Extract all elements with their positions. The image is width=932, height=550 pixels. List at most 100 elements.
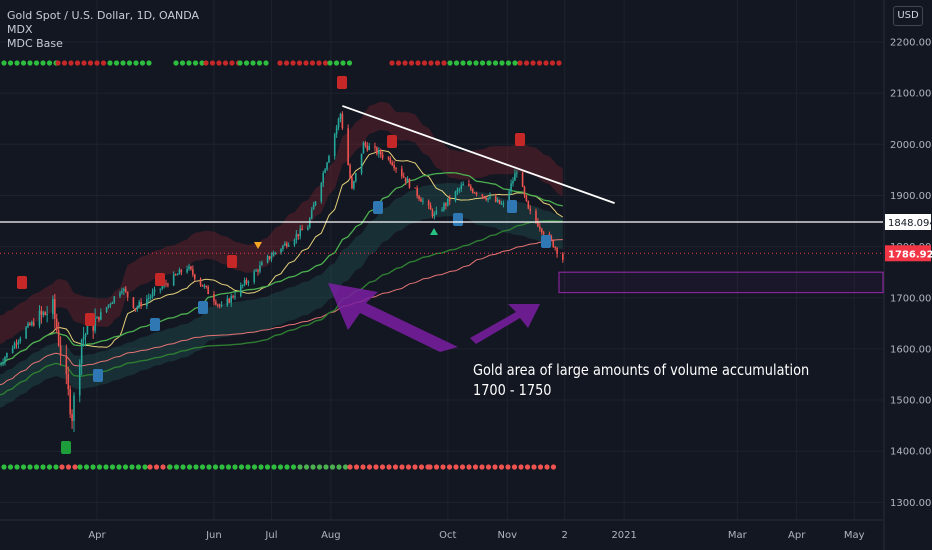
time-axis[interactable]: Apr Jun Jul Aug Oct Nov 2 2021 Mar Apr May: [0, 519, 883, 541]
sell-signal-marker: [155, 273, 165, 286]
time-tick-label: Jun: [205, 530, 222, 541]
candle-body: [297, 234, 300, 237]
candle-body: [57, 330, 60, 346]
trendline[interactable]: [342, 105, 615, 204]
candle-body: [29, 323, 31, 326]
bottom-dot: [90, 464, 96, 470]
top-dot: [14, 60, 20, 66]
top-dot: [139, 60, 146, 66]
bottom-dot: [109, 464, 116, 470]
candle-body: [172, 274, 175, 286]
bottom-dot: [316, 464, 323, 470]
candle-body: [489, 196, 491, 198]
candle-body: [322, 172, 325, 183]
top-dot: [120, 60, 126, 66]
top-dot: [460, 60, 466, 66]
price-tick-label: 1600.000: [890, 344, 932, 355]
bottom-dot: [271, 464, 277, 470]
candle-body: [247, 282, 250, 284]
top-dot: [94, 60, 100, 66]
candle-body: [261, 262, 263, 266]
candle-body: [25, 327, 27, 339]
top-dot: [415, 60, 421, 66]
resistance-price-label: 1848.094: [888, 218, 932, 229]
price-axis[interactable]: 1300.000 1400.000 1500.000 1600.000 1700.000…: [883, 0, 932, 550]
bottom-dot: [412, 464, 418, 470]
candle-body: [502, 203, 505, 205]
arrow-left[interactable]: [328, 283, 458, 352]
candle-body: [65, 355, 68, 375]
top-dot: [33, 60, 40, 66]
price-tick-label: 1300.000: [890, 498, 932, 509]
candle-body: [167, 284, 169, 286]
price-tick-label: 1900.000: [890, 191, 932, 202]
candle-body: [368, 146, 371, 150]
candle-body: [134, 308, 137, 310]
annotation-line-1: Gold area of large amounts of volume acc…: [473, 361, 810, 379]
time-tick-label: Oct: [439, 530, 456, 541]
sell-signal-marker: [17, 276, 27, 289]
candle-body: [473, 192, 476, 194]
current-price-tag[interactable]: [885, 245, 931, 262]
candle-body: [31, 322, 33, 326]
bottom-dot: [518, 464, 524, 470]
candle-body: [107, 304, 110, 308]
candle-body: [176, 274, 179, 276]
candle-body: [174, 274, 177, 276]
candle-body: [205, 285, 208, 287]
time-tick-label: Aug: [321, 530, 341, 541]
arrow-right[interactable]: [470, 304, 540, 344]
sell-signal-marker: [387, 135, 397, 148]
candle-body: [387, 157, 390, 159]
top-dot: [199, 60, 205, 66]
candle-body: [11, 348, 14, 353]
top-dot: [74, 60, 81, 66]
candle-body: [293, 239, 296, 246]
indicator-mdc-base[interactable]: MDC Base: [7, 37, 63, 50]
candle-body: [481, 194, 484, 197]
top-dot: [68, 60, 74, 66]
accumulation-zone[interactable]: [558, 271, 884, 294]
bottom-dot: [373, 464, 379, 470]
bottom-dot: [466, 464, 472, 470]
candle-body: [94, 318, 96, 331]
bottom-dot: [511, 464, 518, 470]
candle-body: [220, 305, 223, 307]
candle-body: [6, 352, 8, 358]
top-dot: [346, 60, 353, 66]
sell-signal-marker: [337, 76, 347, 89]
top-dot: [216, 60, 222, 66]
top-dot: [173, 60, 179, 66]
bottom-dot: [479, 464, 485, 470]
candle-body: [123, 288, 125, 292]
top-dot: [486, 60, 492, 66]
top-dot: [473, 60, 479, 66]
annotation-line-2: 1700 - 1750: [473, 381, 552, 399]
symbol-title[interactable]: Gold Spot / U.S. Dollar, 1D, OANDA: [7, 9, 200, 22]
top-dot: [81, 60, 87, 66]
bottom-dot: [186, 464, 193, 470]
bottom-dot: [27, 464, 33, 470]
top-dot: [536, 60, 543, 66]
candle-body: [307, 227, 309, 231]
resistance-price-tag[interactable]: [885, 213, 931, 230]
top-dot: [55, 60, 61, 66]
candle-body: [159, 288, 162, 290]
currency-button[interactable]: USD: [893, 6, 923, 26]
top-dot: [40, 60, 46, 66]
indicator-mdx[interactable]: MDX: [7, 23, 33, 36]
bottom-dot: [505, 464, 511, 470]
candle-body: [54, 299, 56, 319]
candle-body: [539, 226, 541, 229]
chart-drawings[interactable]: [0, 105, 884, 352]
candle-body: [15, 343, 18, 345]
candle-body: [462, 183, 464, 186]
bottom-dot: [329, 464, 336, 470]
candle-body: [347, 128, 349, 166]
candle-body: [178, 269, 181, 275]
bottom-dot: [433, 464, 440, 470]
bottom-dot: [96, 464, 103, 470]
candle-body: [512, 180, 514, 184]
candle-body: [32, 322, 35, 326]
